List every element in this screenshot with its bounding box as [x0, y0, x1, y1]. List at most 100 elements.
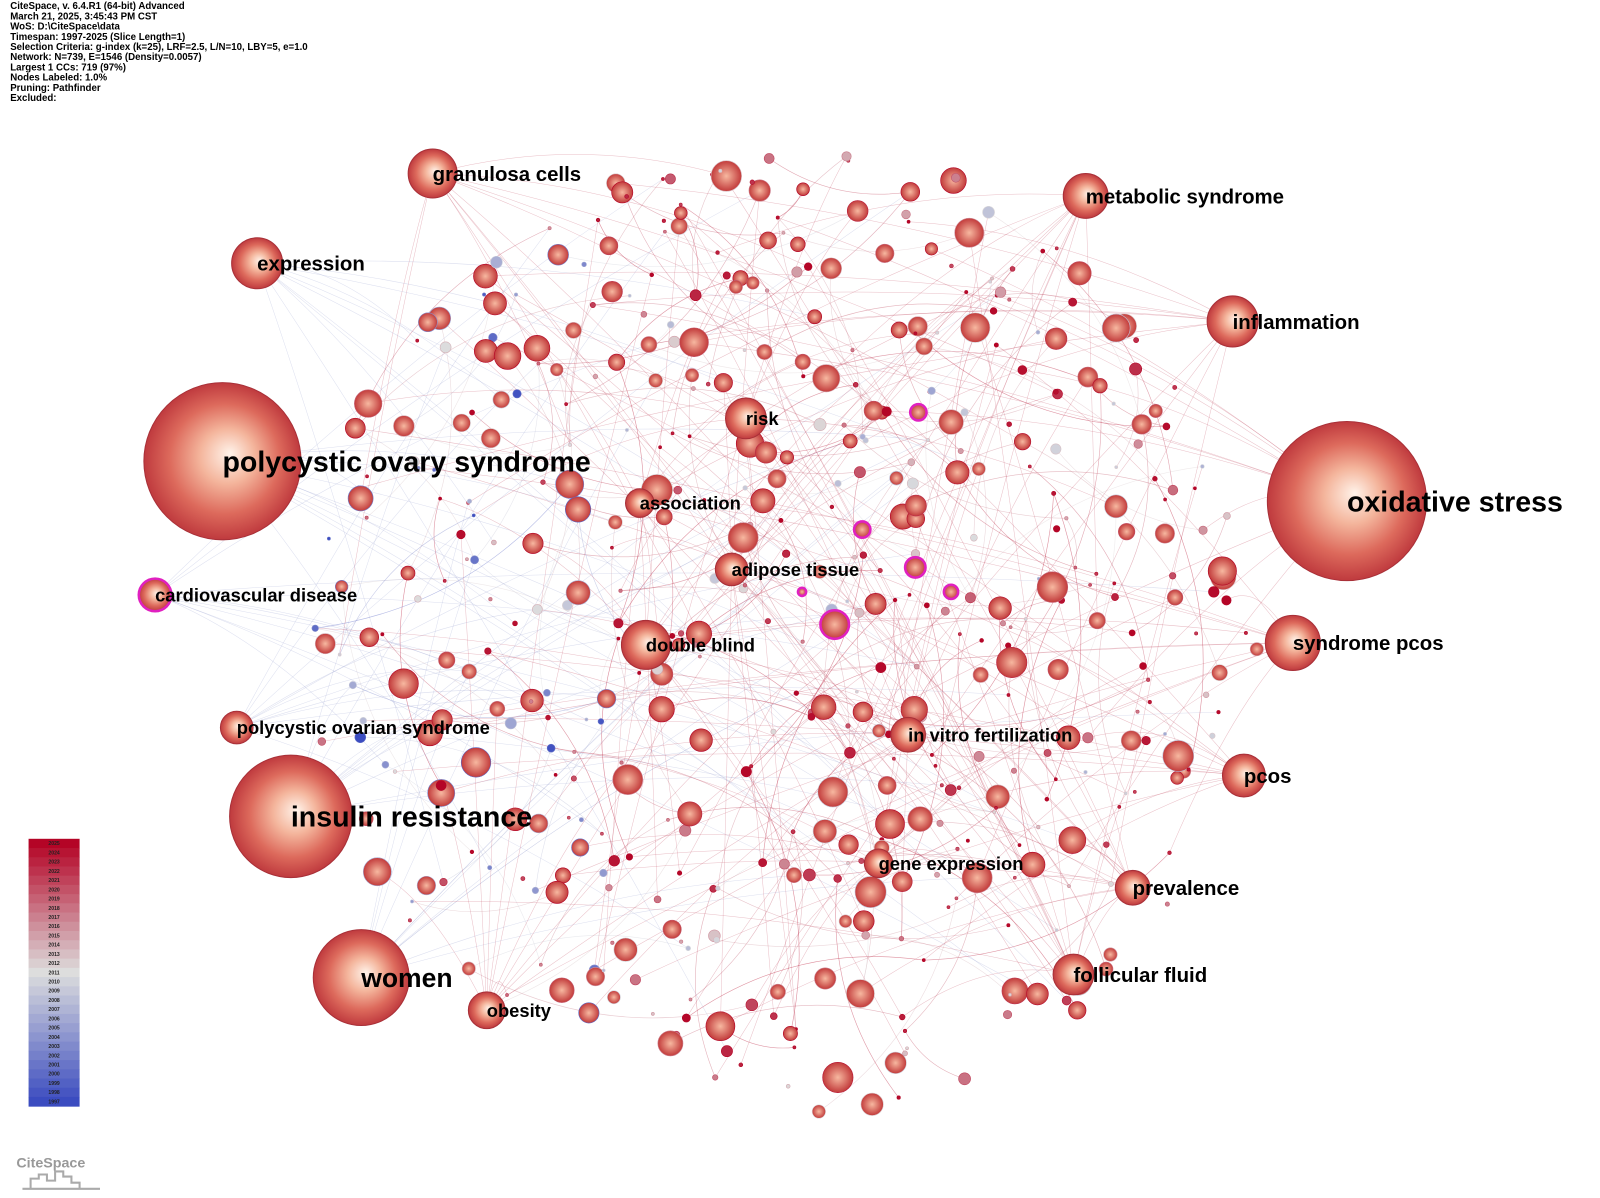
minor-node: [1001, 977, 1029, 1005]
edge: [920, 770, 1244, 820]
edge: [1025, 619, 1143, 896]
edge: [853, 472, 876, 605]
minor-node: [461, 961, 476, 976]
minor-node: [1073, 565, 1078, 570]
legend-year: 2000: [48, 1072, 59, 1078]
edge: [766, 290, 881, 571]
header-line: Nodes Labeled: 1.0%: [10, 73, 107, 84]
edge: [956, 642, 1293, 899]
edge: [639, 502, 1150, 703]
edge: [1073, 466, 1203, 975]
minor-node: [549, 977, 575, 1003]
edge: [1013, 506, 1117, 771]
keyword-label: risk: [746, 408, 779, 429]
minor-node: [755, 441, 778, 464]
minor-node: [749, 764, 754, 769]
minor-node: [875, 662, 887, 673]
edge: [915, 471, 1174, 506]
edge: [765, 411, 887, 454]
minor-node: [1123, 791, 1128, 796]
edge: [155, 594, 1038, 995]
minor-node: [1146, 677, 1151, 682]
edge: [860, 887, 1133, 994]
legend-swatch: [28, 1069, 80, 1079]
legend-year: 2024: [48, 850, 59, 856]
minor-node: [960, 408, 969, 417]
minor-node: [490, 255, 503, 269]
minor-node: [616, 636, 621, 641]
minor-node: [679, 327, 709, 357]
header-line: CiteSpace, v. 6.4.R1 (64-bit) Advanced: [10, 1, 185, 12]
edge: [355, 427, 475, 560]
minor-node: [531, 886, 539, 894]
keyword-node: [890, 716, 927, 753]
minor-node: [1094, 571, 1099, 576]
minor-node: [392, 769, 398, 774]
edge: [580, 833, 879, 864]
minor-node: [442, 579, 447, 583]
keyword-label: metabolic syndrome: [1086, 186, 1284, 208]
edge: [678, 226, 1074, 975]
keyword-node: [625, 488, 655, 518]
keyword-node: [1266, 420, 1428, 582]
minor-node: [480, 428, 501, 449]
minor-node: [657, 1030, 684, 1057]
minor-node: [1012, 875, 1017, 880]
minor-node: [435, 780, 447, 791]
minor-node: [1216, 710, 1221, 715]
keyword-node: [137, 577, 173, 613]
minor-node: [727, 522, 759, 553]
edge: [360, 502, 469, 978]
minor-node: [710, 160, 742, 192]
minor-node: [1040, 248, 1046, 254]
edge: [698, 569, 881, 634]
minor-node: [838, 914, 853, 928]
minor-node: [469, 849, 475, 854]
minor-node: [1036, 571, 1069, 603]
minor-node: [846, 861, 850, 865]
edge: [236, 669, 470, 728]
minor-node: [456, 529, 466, 540]
minor-node: [637, 670, 642, 675]
minor-node: [347, 485, 374, 512]
keyword-label: prevalence: [1133, 878, 1240, 900]
minor-node: [665, 173, 676, 185]
legend-swatch: [28, 958, 80, 969]
edge: [487, 830, 686, 1009]
edge: [957, 634, 1020, 846]
keyword-node: [1062, 172, 1109, 219]
keyword-label: follicular fluid: [1073, 965, 1207, 987]
minor-node: [1169, 572, 1177, 580]
edge: [437, 732, 909, 795]
minor-node: [1133, 337, 1139, 343]
edge: [907, 376, 1089, 735]
legend-swatch: [28, 903, 80, 914]
minor-node: [892, 756, 896, 761]
minor-node: [954, 217, 985, 248]
minor-node: [1147, 700, 1152, 705]
edges: [154, 154, 1348, 1112]
minor-node: [648, 373, 663, 388]
keyword-label: obesity: [487, 1000, 552, 1021]
minor-node: [793, 690, 799, 696]
edge: [749, 443, 1074, 975]
minor-node: [348, 681, 357, 690]
minor-node: [1017, 365, 1028, 375]
edge: [485, 275, 1133, 888]
edge: [826, 195, 1086, 379]
header-line: Excluded:: [10, 93, 56, 104]
minor-node: [1068, 1001, 1087, 1020]
minor-node: [669, 632, 676, 639]
minor-node: [785, 1083, 791, 1089]
minor-node: [1141, 735, 1151, 746]
minor-node: [1052, 388, 1059, 395]
minor-node: [1044, 796, 1050, 802]
edge: [731, 569, 1067, 1001]
minor-node: [337, 652, 342, 657]
edge: [698, 553, 787, 634]
edge: [257, 263, 502, 400]
minor-node: [439, 877, 448, 887]
edge: [222, 461, 1057, 931]
edge: [745, 418, 1057, 931]
edge: [236, 436, 863, 728]
